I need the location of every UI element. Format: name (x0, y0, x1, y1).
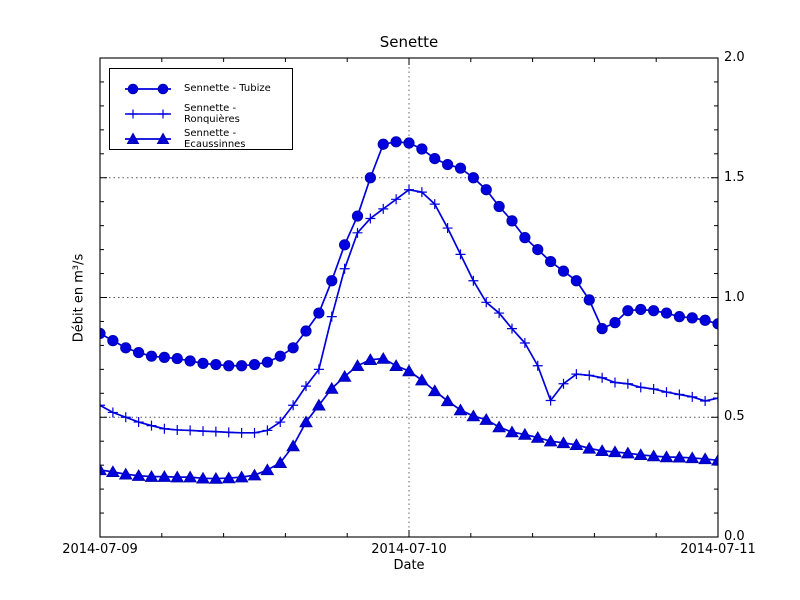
legend-item-ecaussinnes: Sennette - Ecaussinnes (110, 126, 292, 151)
plot-frame (99, 57, 719, 538)
gridlines (100, 58, 718, 537)
series-ecaussinnes (100, 351, 718, 484)
x-tick-label-2014-07-10: 2014-07-10 (371, 542, 447, 557)
legend-label: Sennette - Tubize (184, 83, 271, 94)
y-axis-label: Débit en m³/s (71, 253, 87, 343)
triangle-marker-sample-icon (125, 131, 171, 144)
x-axis-label: Date (393, 558, 425, 573)
legend-item-ronquieres: Sennette - Ronquières (110, 101, 292, 126)
legend-label: Sennette - Ronquières (184, 102, 240, 125)
x-tick-label-2014-07-11: 2014-07-11 (680, 542, 756, 557)
chart-title: Senette (379, 33, 439, 51)
circle-marker-sample-icon (125, 83, 171, 94)
legend-label: Sennette - Ecaussinnes (184, 127, 246, 150)
y-tick-label-1.5: 1.5 (724, 170, 745, 186)
series-tubize (100, 136, 718, 372)
legend-item-tubize: Sennette - Tubize (110, 76, 292, 101)
y-tick-label-1.0: 1.0 (724, 290, 745, 306)
x-tick-label-2014-07-09: 2014-07-09 (62, 542, 138, 557)
y-tick-label-0.5: 0.5 (724, 409, 745, 425)
legend: Sennette - Tubize Sennette - Ronquières … (109, 68, 293, 150)
y-tick-label-2.0: 2.0 (724, 50, 745, 66)
y-tick-label-0.0: 0.0 (724, 529, 745, 545)
plus-marker-sample-icon (125, 109, 171, 118)
series-ronquieres (100, 184, 718, 438)
